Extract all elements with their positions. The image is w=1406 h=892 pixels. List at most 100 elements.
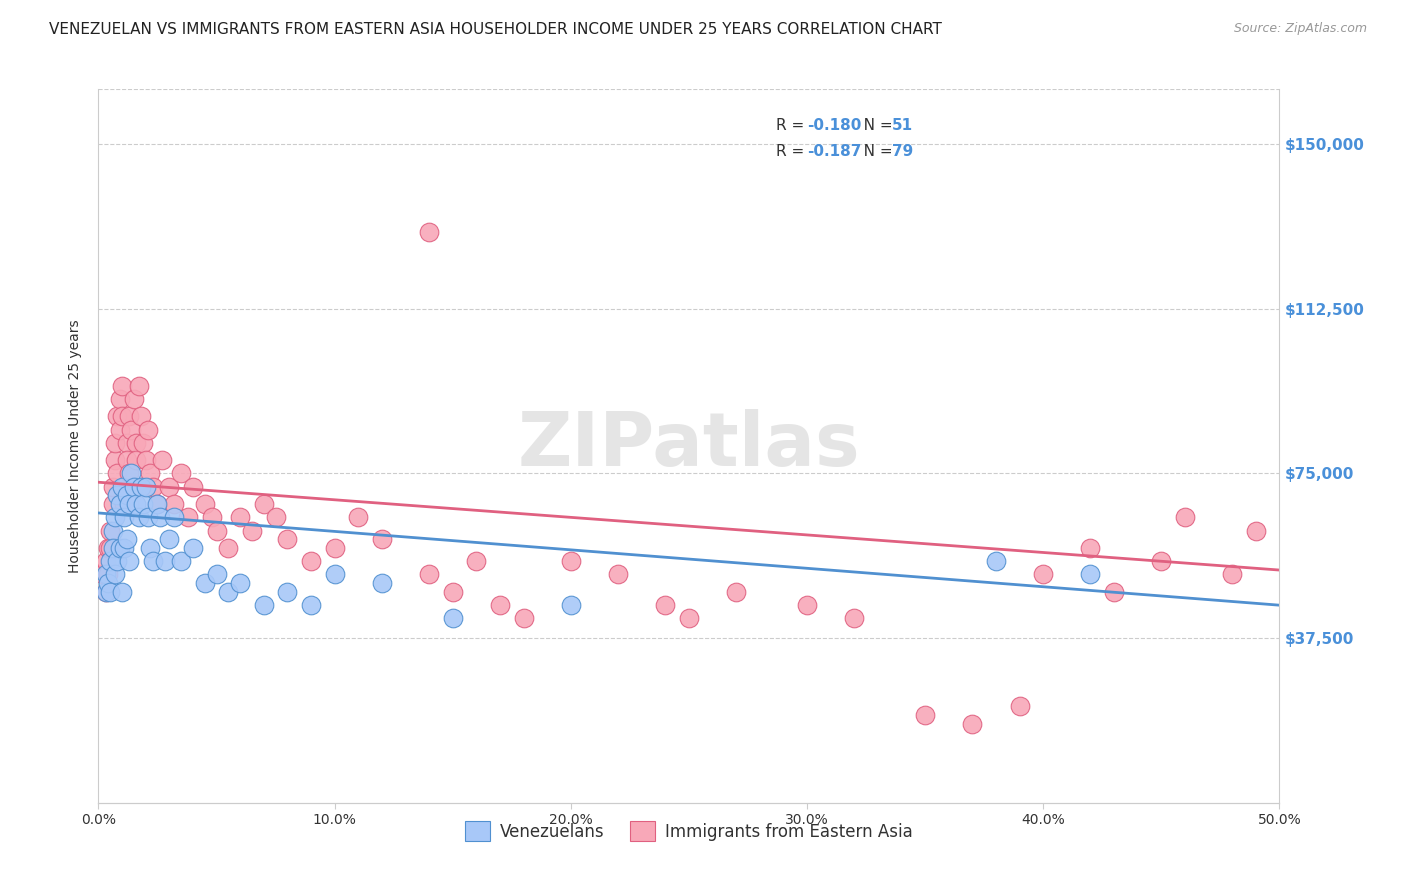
Point — [146, 497, 169, 511]
Point — [101, 524, 124, 538]
Point — [118, 467, 141, 481]
Point — [560, 554, 582, 568]
Text: N =: N = — [849, 144, 898, 159]
Point — [157, 480, 180, 494]
Point — [132, 435, 155, 450]
Point — [441, 585, 464, 599]
Point — [253, 598, 276, 612]
Point — [97, 576, 120, 591]
Point — [108, 423, 131, 437]
Point — [98, 554, 121, 568]
Point — [1174, 510, 1197, 524]
Point — [170, 467, 193, 481]
Text: VENEZUELAN VS IMMIGRANTS FROM EASTERN ASIA HOUSEHOLDER INCOME UNDER 25 YEARS COR: VENEZUELAN VS IMMIGRANTS FROM EASTERN AS… — [49, 22, 942, 37]
Point — [111, 378, 134, 392]
Point — [115, 533, 138, 547]
Point — [104, 435, 127, 450]
Point — [115, 453, 138, 467]
Point — [105, 488, 128, 502]
Point — [323, 541, 346, 555]
Point — [201, 510, 224, 524]
Point — [115, 435, 138, 450]
Point — [125, 453, 148, 467]
Point — [1220, 567, 1243, 582]
Point — [418, 567, 440, 582]
Point — [108, 497, 131, 511]
Point — [129, 480, 152, 494]
Point — [105, 409, 128, 424]
Point — [104, 567, 127, 582]
Point — [132, 497, 155, 511]
Point — [139, 467, 162, 481]
Point — [115, 488, 138, 502]
Point — [142, 554, 165, 568]
Point — [276, 533, 298, 547]
Point — [150, 453, 173, 467]
Point — [1150, 554, 1173, 568]
Point — [1080, 567, 1102, 582]
Point — [229, 576, 252, 591]
Point — [153, 554, 176, 568]
Point — [181, 480, 204, 494]
Legend: Venezuelans, Immigrants from Eastern Asia: Venezuelans, Immigrants from Eastern Asi… — [458, 814, 920, 848]
Point — [101, 541, 124, 555]
Point — [194, 576, 217, 591]
Text: 51: 51 — [891, 119, 912, 133]
Point — [112, 541, 135, 555]
Point — [205, 524, 228, 538]
Point — [128, 510, 150, 524]
Text: 79: 79 — [891, 144, 912, 159]
Point — [136, 510, 159, 524]
Point — [157, 533, 180, 547]
Point — [229, 510, 252, 524]
Point — [240, 524, 263, 538]
Point — [489, 598, 512, 612]
Point — [323, 567, 346, 582]
Point — [142, 480, 165, 494]
Point — [217, 541, 239, 555]
Point — [163, 497, 186, 511]
Point — [94, 585, 117, 599]
Point — [607, 567, 630, 582]
Point — [149, 510, 172, 524]
Point — [139, 541, 162, 555]
Text: Source: ZipAtlas.com: Source: ZipAtlas.com — [1233, 22, 1367, 36]
Point — [205, 567, 228, 582]
Point — [112, 497, 135, 511]
Point — [98, 524, 121, 538]
Point — [122, 480, 145, 494]
Point — [914, 708, 936, 723]
Point — [118, 554, 141, 568]
Point — [111, 480, 134, 494]
Point — [560, 598, 582, 612]
Point — [136, 423, 159, 437]
Point — [97, 541, 120, 555]
Point — [962, 716, 984, 731]
Point — [135, 453, 157, 467]
Point — [276, 585, 298, 599]
Point — [118, 409, 141, 424]
Point — [122, 392, 145, 406]
Point — [112, 510, 135, 524]
Point — [678, 611, 700, 625]
Point — [465, 554, 488, 568]
Point — [1032, 567, 1054, 582]
Point — [97, 567, 120, 582]
Text: R =: R = — [776, 119, 810, 133]
Point — [135, 480, 157, 494]
Point — [299, 554, 322, 568]
Point — [1102, 585, 1125, 599]
Point — [118, 497, 141, 511]
Text: ZIPatlas: ZIPatlas — [517, 409, 860, 483]
Point — [170, 554, 193, 568]
Point — [94, 585, 117, 599]
Text: -0.180: -0.180 — [807, 119, 862, 133]
Point — [104, 453, 127, 467]
Point — [371, 576, 394, 591]
Point — [121, 423, 143, 437]
Point — [111, 409, 134, 424]
Point — [654, 598, 676, 612]
Point — [984, 554, 1007, 568]
Point — [217, 585, 239, 599]
Text: -0.187: -0.187 — [807, 144, 862, 159]
